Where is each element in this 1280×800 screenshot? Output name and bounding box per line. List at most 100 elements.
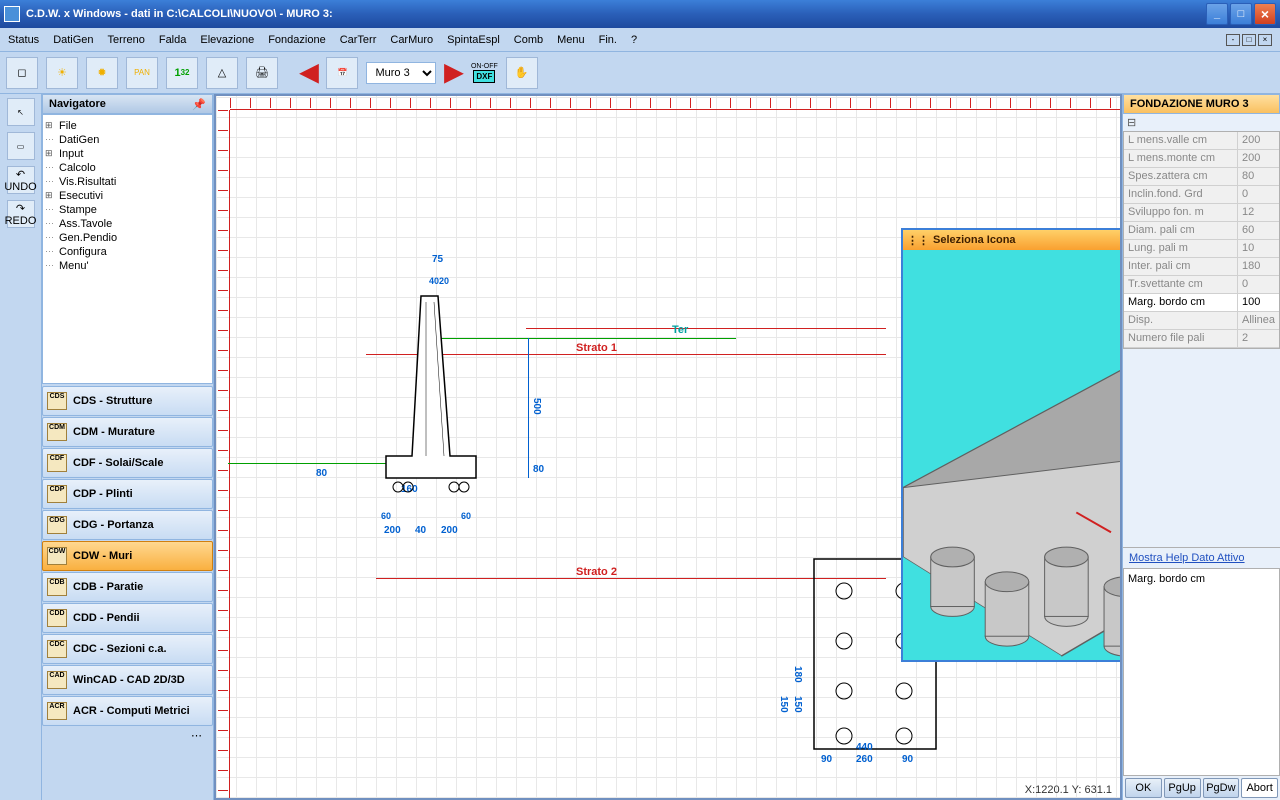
menu-elevazione[interactable]: Elevazione xyxy=(200,34,254,46)
prop-row[interactable]: Lung. pali m10 xyxy=(1124,240,1279,258)
tool-print-icon[interactable]: 🖨 xyxy=(246,57,278,89)
tool-arrow-icon[interactable]: ↖ xyxy=(7,98,35,126)
prop-row[interactable]: L mens.monte cm200 xyxy=(1124,150,1279,168)
tool-calendar-icon[interactable]: 📅 xyxy=(326,57,358,89)
prev-arrow-icon[interactable]: ◀ xyxy=(300,58,318,87)
menu-datigen[interactable]: DatiGen xyxy=(53,34,93,46)
module-cdm[interactable]: CDMCDM - Murature xyxy=(42,417,213,447)
pin-icon[interactable]: 📌 xyxy=(192,98,206,111)
module-cad[interactable]: CADWinCAD - CAD 2D/3D xyxy=(42,665,213,695)
menu-menu[interactable]: Menu xyxy=(557,34,585,46)
module-cdf[interactable]: CDFCDF - Solai/Scale xyxy=(42,448,213,478)
abort-button[interactable]: Abort xyxy=(1241,778,1278,798)
mdi-minimize-button[interactable]: - xyxy=(1226,34,1240,46)
module-cdp[interactable]: CDPCDP - Plinti xyxy=(42,479,213,509)
prop-row[interactable]: Inter. pali cm180 xyxy=(1124,258,1279,276)
navigator-panel: Navigatore 📌 File DatiGen Input Calcolo … xyxy=(42,94,214,800)
label-strato2: Strato 2 xyxy=(576,566,617,578)
next-arrow-icon[interactable]: ▶ xyxy=(444,58,462,87)
pgdw-button[interactable]: PgDw xyxy=(1203,778,1240,798)
tree-node-file[interactable]: File xyxy=(45,119,210,133)
dim-40b: 40 xyxy=(415,525,426,536)
iconwin-svg: Marg. bordo Inter. pali xyxy=(903,250,1122,660)
titlebar: C.D.W. x Windows - dati in C:\CALCOLI\NU… xyxy=(0,0,1280,28)
prop-row[interactable]: Numero file pali2 xyxy=(1124,330,1279,348)
prop-row[interactable]: Disp.Allinea xyxy=(1124,312,1279,330)
maximize-button[interactable]: □ xyxy=(1230,3,1252,25)
module-acr[interactable]: ACRACR - Computi Metrici xyxy=(42,696,213,726)
tree-node-datigen[interactable]: DatiGen xyxy=(45,133,210,147)
properties-panel: FONDAZIONE MURO 3 ⊟ L mens.valle cm200L … xyxy=(1122,94,1280,800)
seleziona-icona-window: ⋮⋮ Seleziona Icona 📌 × xyxy=(901,228,1122,662)
muro-select[interactable]: Muro 3 xyxy=(366,62,436,84)
dim-150b: 150 xyxy=(792,696,803,713)
pgup-button[interactable]: PgUp xyxy=(1164,778,1201,798)
tree-node-genpendio[interactable]: Gen.Pendio xyxy=(45,231,210,245)
grip-icon[interactable]: ⋮⋮ xyxy=(907,234,929,247)
prop-row[interactable]: L mens.valle cm200 xyxy=(1124,132,1279,150)
props-title: FONDAZIONE MURO 3 xyxy=(1130,98,1249,110)
tool-123-icon[interactable]: 132 xyxy=(166,57,198,89)
menu-spintaespl[interactable]: SpintaEspl xyxy=(447,34,500,46)
tree-node-menu[interactable]: Menu' xyxy=(45,259,210,273)
tool-select-icon[interactable]: ◻ xyxy=(6,57,38,89)
module-cdd[interactable]: CDDCDD - Pendii xyxy=(42,603,213,633)
dim-80-left: 80 xyxy=(316,468,327,479)
menu-fin[interactable]: Fin. xyxy=(599,34,617,46)
menu-carterr[interactable]: CarTerr xyxy=(340,34,377,46)
mdi-restore-button[interactable]: □ xyxy=(1242,34,1256,46)
help-link[interactable]: Mostra Help Dato Attivo xyxy=(1123,547,1280,568)
prop-row[interactable]: Tr.svettante cm0 xyxy=(1124,276,1279,294)
tree-node-stampe[interactable]: Stampe xyxy=(45,203,210,217)
module-opts-icon[interactable]: ⋯ xyxy=(191,729,209,745)
tool-sun2-icon[interactable]: ✹ xyxy=(86,57,118,89)
close-button[interactable]: × xyxy=(1254,3,1276,25)
menu-fondazione[interactable]: Fondazione xyxy=(268,34,326,46)
navigator-tree[interactable]: File DatiGen Input Calcolo Vis.Risultati… xyxy=(42,114,213,384)
minimize-button[interactable]: _ xyxy=(1206,3,1228,25)
module-cdg[interactable]: CDGCDG - Portanza xyxy=(42,510,213,540)
prop-row[interactable]: Marg. bordo cm100 xyxy=(1124,294,1279,312)
dim-180: 180 xyxy=(792,666,803,683)
prop-row[interactable]: Spes.zattera cm80 xyxy=(1124,168,1279,186)
left-toolstrip: ↖ ▭ ↶UNDO ↷REDO xyxy=(0,94,42,800)
prop-row[interactable]: Sviluppo fon. m12 xyxy=(1124,204,1279,222)
mdi-close-button[interactable]: × xyxy=(1258,34,1272,46)
prop-row[interactable]: Inclin.fond. Grd0 xyxy=(1124,186,1279,204)
dxf-toggle-icon[interactable]: DXF xyxy=(473,70,495,83)
dim-440: 440 xyxy=(856,742,873,753)
menu-falda[interactable]: Falda xyxy=(159,34,187,46)
menu-carmuro[interactable]: CarMuro xyxy=(390,34,433,46)
tool-hand-icon[interactable]: ✋ xyxy=(506,57,538,89)
window-title: C.D.W. x Windows - dati in C:\CALCOLI\NU… xyxy=(26,8,1206,20)
dim-60b: 60 xyxy=(461,511,471,521)
drawing-canvas[interactable]: Ter Strato 1 Strato 2 75 40 20 500 80 80… xyxy=(214,94,1122,800)
tree-node-calcolo[interactable]: Calcolo xyxy=(45,161,210,175)
tool-pan-icon[interactable]: PAN xyxy=(126,57,158,89)
module-cds[interactable]: CDSCDS - Strutture xyxy=(42,386,213,416)
tree-node-esecutivi[interactable]: Esecutivi xyxy=(45,189,210,203)
tool-sun1-icon[interactable]: ☀ xyxy=(46,57,78,89)
module-cdw[interactable]: CDWCDW - Muri xyxy=(42,541,213,571)
navigator-header: Navigatore 📌 xyxy=(42,94,213,114)
tree-node-input[interactable]: Input xyxy=(45,147,210,161)
undo-button[interactable]: ↶UNDO xyxy=(7,166,35,194)
dim-260: 260 xyxy=(856,754,873,765)
label-strato1: Strato 1 xyxy=(576,342,617,354)
redo-button[interactable]: ↷REDO xyxy=(7,200,35,228)
menu-comb[interactable]: Comb xyxy=(514,34,543,46)
module-cdb[interactable]: CDBCDB - Paratie xyxy=(42,572,213,602)
tree-node-visrisultati[interactable]: Vis.Risultati xyxy=(45,175,210,189)
ok-button[interactable]: OK xyxy=(1125,778,1162,798)
menu-help[interactable]: ? xyxy=(631,34,637,46)
props-grid: L mens.valle cm200L mens.monte cm200Spes… xyxy=(1123,131,1280,349)
tree-node-asstavole[interactable]: Ass.Tavole xyxy=(45,217,210,231)
dim-200b: 200 xyxy=(441,525,458,536)
module-cdc[interactable]: CDCCDC - Sezioni c.a. xyxy=(42,634,213,664)
tree-node-configura[interactable]: Configura xyxy=(45,245,210,259)
menu-terreno[interactable]: Terreno xyxy=(108,34,145,46)
prop-row[interactable]: Diam. pali cm60 xyxy=(1124,222,1279,240)
tool-rect-icon[interactable]: ▭ xyxy=(7,132,35,160)
tool-measure-icon[interactable]: △ xyxy=(206,57,238,89)
menu-status[interactable]: Status xyxy=(8,34,39,46)
